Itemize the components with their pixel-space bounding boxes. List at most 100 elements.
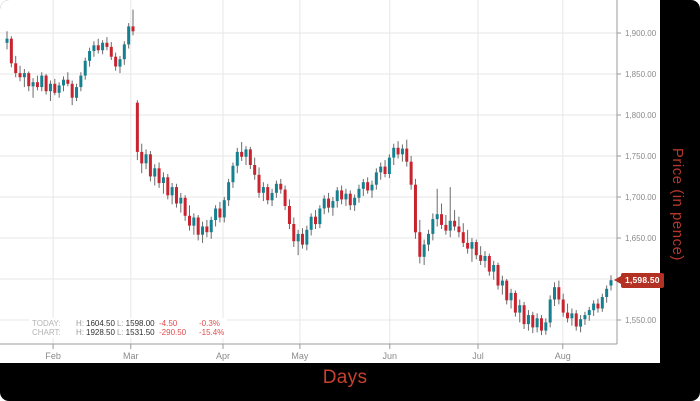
candle (22, 73, 26, 78)
candle (31, 82, 35, 87)
candle (196, 217, 200, 235)
candle (101, 42, 105, 51)
chart-change-pct: -15.4% (199, 328, 225, 337)
candle (513, 292, 517, 313)
candle (370, 184, 374, 191)
candle (309, 216, 313, 230)
candle (566, 312, 570, 319)
candle (557, 287, 561, 300)
candle (374, 172, 378, 185)
today-low: L: 1598.00 (117, 319, 155, 328)
candle (448, 220, 452, 231)
candle (257, 174, 261, 193)
svg-text:1,550.00: 1,550.00 (625, 316, 657, 325)
candle (227, 182, 231, 201)
x-axis-title: Days (322, 367, 368, 388)
candle (214, 208, 218, 220)
candle (553, 287, 557, 300)
candle (440, 214, 444, 225)
today-label: TODAY: (32, 319, 61, 328)
candle (383, 166, 387, 174)
chart-high: H: 1928.50 (76, 328, 115, 337)
candle (244, 149, 248, 157)
svg-text:1,900.00: 1,900.00 (625, 29, 657, 38)
candle (274, 183, 278, 193)
candle (596, 303, 600, 309)
candle (396, 147, 400, 155)
candlestick-chart[interactable]: 1,900.00 1,850.00 1,800.00 1,750.00 1,700.00… (0, 0, 660, 363)
candle (18, 73, 22, 78)
candle (201, 226, 205, 235)
svg-text:Jun: Jun (383, 351, 398, 361)
candle (131, 26, 135, 32)
candle (413, 184, 417, 233)
candle (127, 26, 131, 45)
candle (170, 187, 174, 196)
candle (357, 188, 361, 198)
candle (96, 45, 100, 51)
svg-text:Jul: Jul (472, 351, 484, 361)
axis-borders (0, 0, 618, 345)
candle (40, 75, 44, 88)
candle (314, 216, 318, 225)
candle (79, 75, 83, 88)
svg-text:1,800.00: 1,800.00 (625, 111, 657, 120)
candle (474, 242, 478, 256)
candle (574, 313, 578, 327)
candle (496, 265, 500, 286)
candle (526, 315, 530, 325)
candle (292, 224, 296, 242)
today-change: -4.50 (159, 319, 178, 328)
candle (539, 318, 543, 331)
candle (479, 255, 483, 261)
candle (235, 151, 239, 166)
candle (583, 315, 587, 320)
candle (287, 206, 291, 224)
candle (461, 232, 465, 243)
candle (561, 299, 565, 313)
plot-background: 1,900.00 1,850.00 1,800.00 1,750.00 1,700.00… (0, 0, 664, 363)
y-axis-title: Price (in pence) (669, 147, 686, 261)
candle (14, 63, 18, 74)
candle (161, 177, 165, 183)
candle (392, 147, 396, 158)
candle (53, 83, 57, 93)
candle (114, 56, 118, 67)
candle (188, 215, 191, 226)
svg-text:Mar: Mar (123, 351, 139, 361)
candle (522, 305, 526, 325)
candle (57, 85, 61, 93)
candle (335, 190, 339, 202)
tag-pointer-icon (614, 276, 621, 285)
candle (431, 219, 435, 234)
candle (44, 75, 48, 92)
stats-panel: TODAY: H: 1604.50 L: 1598.00 -4.50 -0.3% C… (29, 318, 228, 338)
candle (9, 38, 13, 64)
candle (218, 208, 222, 218)
candle (209, 219, 213, 233)
candle (366, 182, 370, 191)
candle (140, 151, 144, 164)
candle (296, 233, 300, 242)
candle (148, 154, 152, 177)
candle (135, 102, 139, 152)
candle (518, 305, 522, 313)
candle (535, 318, 539, 328)
candle (531, 315, 535, 328)
candle (205, 226, 209, 233)
candle (331, 201, 335, 208)
candle (92, 45, 96, 51)
candle (300, 233, 304, 245)
chart-low: L: 1531.50 (117, 328, 155, 337)
candle (83, 60, 87, 76)
candle (605, 288, 609, 297)
candle (122, 44, 126, 60)
candle (75, 87, 79, 98)
candle (88, 51, 92, 61)
stats-row-chart: CHART: H: 1928.50 L: 1531.50 -290.50 -15.4… (32, 328, 224, 337)
candle (192, 217, 196, 226)
candle (548, 299, 552, 323)
candle (400, 148, 404, 155)
candle (505, 280, 509, 301)
